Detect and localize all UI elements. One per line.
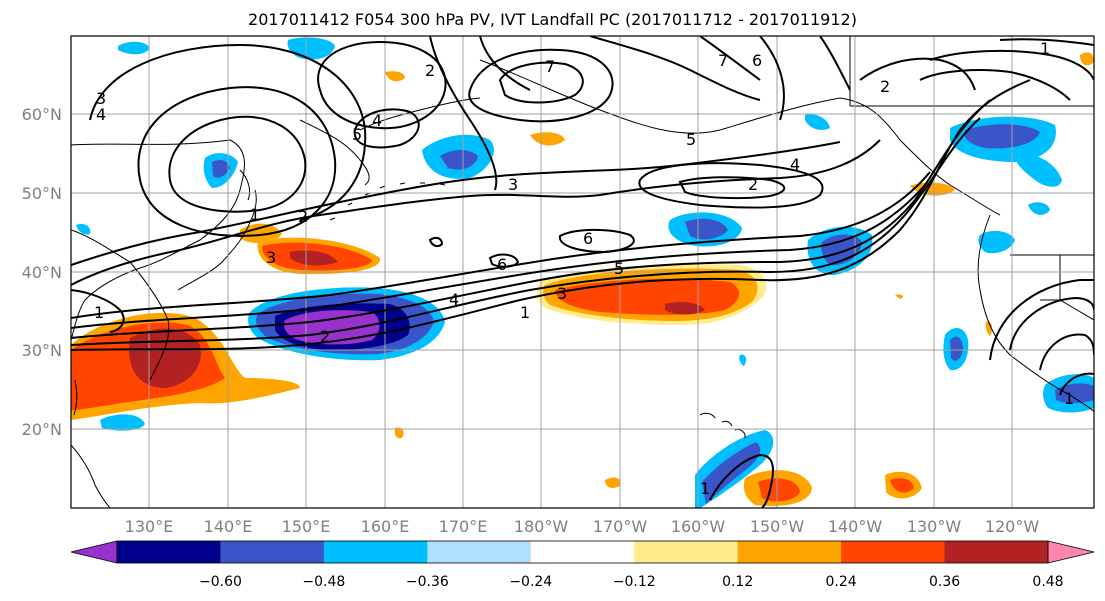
contour-label: 1 [700,479,710,498]
colorbar-label: 0.12 [722,574,753,590]
lat-label: 60°N [22,105,62,124]
colorbar-label: −0.12 [613,574,656,590]
contour-label: 2 [748,175,758,194]
map-border [70,35,1095,509]
lon-label: 130°W [907,517,962,536]
colorbar-segment [117,541,221,563]
lon-label: 170°E [439,517,488,536]
lat-label: 20°N [22,420,62,439]
colorbar-left-arrow [70,540,118,564]
contour-label: 4 [790,155,800,174]
contour-label: 3 [508,175,518,194]
lon-label: 170°W [593,517,648,536]
lon-label: 130°E [125,517,174,536]
contour-label: 6 [583,229,593,248]
colorbar-segment [944,541,1049,563]
colorbar-segment [220,541,325,563]
colorbar: −0.60 −0.48 −0.36 −0.24 −0.12 0.12 0.24 0.36 0.4… [70,540,1095,590]
lon-label: 160°W [671,517,726,536]
colorbar-label: 0.48 [1032,574,1063,590]
map-area: 3 4 5 4 2 7 7 6 2 5 4 2 3 6 6 1 2 3 4 5 … [71,36,1094,508]
contour-label: 4 [96,105,106,124]
colorbar-label: 0.24 [826,574,857,590]
lat-label: 50°N [22,184,62,203]
lon-label: 150°W [750,517,805,536]
colorbar-segment [737,541,842,563]
colorbar-right-arrow [1047,540,1095,564]
contour-label: 2 [298,207,308,226]
contour-label: 1 [520,303,530,322]
contour-label: 2 [880,77,890,96]
contour-label: 1 [1064,389,1074,408]
longitude-labels: 130°E 140°E 150°E 160°E 170°E 180°W 170°… [125,517,1040,536]
colorbar-segment [323,541,428,563]
contour-label: 1 [94,303,104,322]
colorbar-segment [530,541,635,563]
contour-label: 6 [752,51,762,70]
contour-label: 1 [250,205,260,224]
lon-label: 140°E [204,517,253,536]
contour-label: 3 [557,284,567,303]
contour-label: 4 [449,290,459,309]
lon-label: 120°W [985,517,1040,536]
colorbar-label: −0.24 [509,574,552,590]
contour-labels: 3 4 5 4 2 7 7 6 2 5 4 2 3 6 6 1 2 3 4 5 … [94,39,1074,498]
contour-label: 5 [614,259,624,278]
colorbar-label: −0.60 [199,574,242,590]
colorbar-label: 0.36 [929,574,960,590]
colorbar-segment [634,541,739,563]
contour-label: 3 [96,89,106,108]
lat-label: 40°N [22,263,62,282]
lon-label: 180°W [514,517,569,536]
lon-label: 150°E [282,517,331,536]
colorbar-label: −0.48 [302,574,345,590]
colorbar-segment [841,541,946,563]
lon-label: 160°E [361,517,410,536]
pv-contours [71,36,1094,508]
colorbar-segment [427,541,532,563]
latitude-labels: 60°N 50°N 40°N 30°N 20°N [22,105,62,439]
contour-label: 2 [425,61,435,80]
contour-label: 4 [372,111,382,130]
contour-label: 5 [686,130,696,149]
coastlines [71,36,1094,508]
contour-label: 7 [545,57,555,76]
colorbar-label: −0.36 [406,574,449,590]
contour-label: 2 [320,327,330,346]
lat-label: 30°N [22,341,62,360]
contour-label: 7 [718,51,728,70]
contour-label: 5 [352,125,362,144]
graticule [71,36,1094,508]
lon-label: 140°W [828,517,883,536]
positive-anomaly-shading [71,52,1094,507]
contour-label: 6 [497,255,507,274]
contour-label: 1 [1040,39,1050,58]
contour-label: 3 [266,248,276,267]
map-title: 2017011412 F054 300 hPa PV, IVT Landfall… [248,10,857,29]
